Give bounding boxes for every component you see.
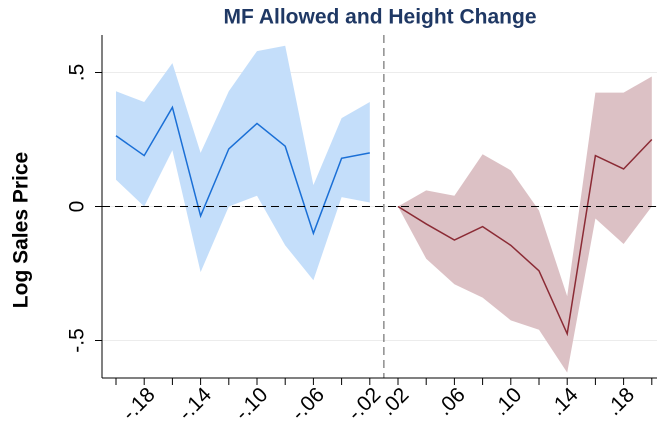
x-tick-label: -.10 [231,383,273,425]
y-tick-label: .5 [66,64,89,82]
x-tick-label: .18 [602,383,639,420]
x-tick-label: .06 [433,383,470,420]
y-tick-label: -.5 [66,328,89,353]
x-tick-label: .10 [489,383,526,420]
chart-title: MF Allowed and Height Change [223,6,536,29]
confidence-band [398,76,652,373]
x-tick-label: -.18 [118,383,160,425]
line [115,105,370,236]
x-tick-label: .14 [546,383,583,420]
y-tick-label: 0 [66,201,89,213]
line [397,138,653,337]
x-tick-label: -.06 [287,383,329,425]
x-tick-label: .02 [377,383,414,420]
y-axis-label: Log Sales Price [10,152,33,308]
confidence-band [116,45,370,281]
x-tick-label: -.14 [174,383,216,425]
